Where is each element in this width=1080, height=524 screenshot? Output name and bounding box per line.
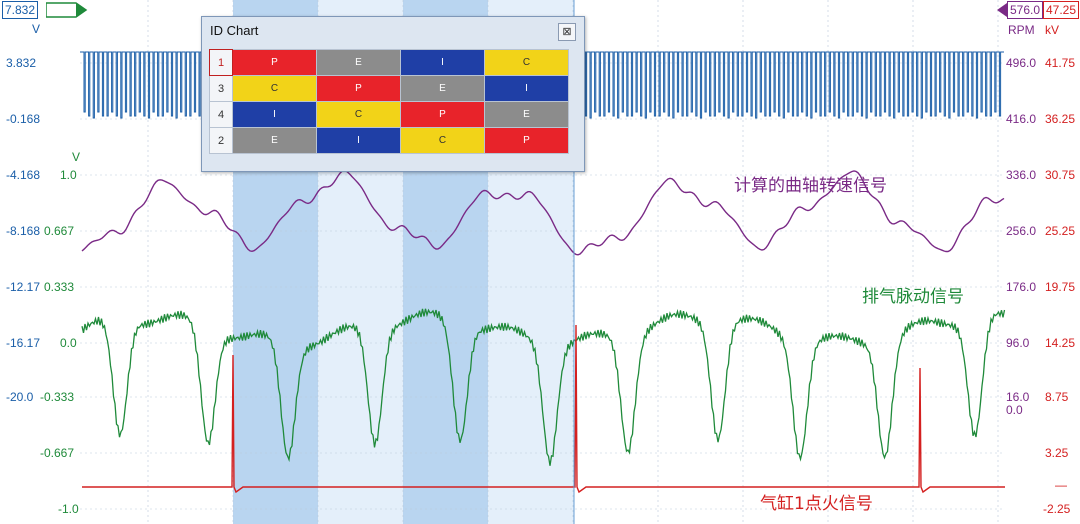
- id-chart-cell: C: [232, 75, 317, 102]
- left-axis-green-tick: -1.0: [58, 502, 79, 516]
- row-number[interactable]: 2: [209, 127, 233, 154]
- top-right-rpm-tag[interactable]: 576.0: [1007, 1, 1044, 19]
- row-number[interactable]: 4: [209, 101, 233, 128]
- id-chart-cell: I: [316, 127, 401, 154]
- ignition-label: 气缸1点火信号: [760, 494, 873, 514]
- id-chart-cell: E: [400, 75, 485, 102]
- id-chart-title: ID Chart: [210, 23, 259, 38]
- left-axis-blue-tick: -4.168: [6, 168, 41, 182]
- right-axis-rpm-tick: 496.0: [1006, 56, 1037, 70]
- id-chart-cell: I: [484, 75, 569, 102]
- id-chart-cell: E: [484, 101, 569, 128]
- rpm-unit: RPM: [1008, 23, 1035, 37]
- left-axis-blue-tick: -20.0: [6, 390, 34, 404]
- right-axis-rpm-tick: 256.0: [1006, 224, 1037, 238]
- id-chart-window[interactable]: ID Chart ⊠ 1 P E I C 3 C P E I: [201, 16, 585, 172]
- right-axis-rpm-tick: 16.0: [1006, 390, 1030, 404]
- left-axis-green-tick: -0.333: [40, 390, 75, 404]
- id-chart-cell: C: [484, 49, 569, 76]
- top-left-value-tag[interactable]: 7.832: [2, 1, 39, 19]
- id-chart-cell: P: [232, 49, 317, 76]
- id-chart-grid: 1 P E I C 3 C P E I 4 I C P: [209, 49, 569, 154]
- right-axis-kv-tick: 19.75: [1045, 280, 1076, 294]
- right-axis-kv-tick: 14.25: [1045, 336, 1076, 350]
- id-chart-cell: C: [316, 101, 401, 128]
- id-chart-cell: P: [484, 127, 569, 154]
- id-chart-cell: I: [232, 101, 317, 128]
- right-axis-rpm-tick: 416.0: [1006, 112, 1037, 126]
- close-icon[interactable]: ⊠: [558, 23, 576, 41]
- left-axis-green-tick: 0.667: [44, 224, 75, 238]
- green-unit-v: V: [72, 150, 81, 164]
- left-axis-green-tick: -0.667: [40, 446, 75, 460]
- right-axis-kv-tick: 8.75: [1045, 390, 1069, 404]
- kv-unit: kV: [1045, 23, 1060, 37]
- id-chart-cell: C: [400, 127, 485, 154]
- left-axis-green-tick: 0.0: [60, 336, 77, 350]
- top-right-kv-tag[interactable]: 47.25: [1043, 1, 1080, 19]
- right-axis-rpm-tick: 0.0: [1006, 403, 1023, 417]
- row-number[interactable]: 1: [209, 49, 233, 76]
- right-axis-kv-tick: 41.75: [1045, 56, 1076, 70]
- top-left-marker-arrow[interactable]: [46, 2, 90, 18]
- right-axis-rpm-tick: 176.0: [1006, 280, 1037, 294]
- id-chart-row: 1 P E I C: [209, 49, 569, 76]
- right-axis-rpm-tick: 96.0: [1006, 336, 1030, 350]
- left-axis-blue-tick: 3.832: [6, 56, 37, 70]
- crank-speed-label: 计算的曲轴转速信号: [734, 176, 887, 196]
- right-axis-kv-tick: —: [1055, 478, 1067, 492]
- right-axis-kv-tick: 3.25: [1045, 446, 1069, 460]
- left-axis-green-tick: 1.0: [60, 168, 77, 182]
- left-axis-blue-tick: -12.17: [6, 280, 41, 294]
- crank-speed-trace: [81, 169, 1005, 256]
- id-chart-row: 4 I C P E: [209, 101, 569, 128]
- left-axis-blue-tick: -8.168: [6, 224, 41, 238]
- exhaust-pulse-trace: [81, 308, 1006, 466]
- left-axis-blue-tick: -0.168: [6, 112, 41, 126]
- left-axis-green-tick: 0.333: [44, 280, 75, 294]
- row-number[interactable]: 3: [209, 75, 233, 102]
- id-chart-cell: E: [316, 49, 401, 76]
- left-unit-v: V: [32, 22, 41, 36]
- id-chart-cell: P: [400, 101, 485, 128]
- exhaust-pulse-label: 排气脉动信号: [862, 287, 964, 307]
- grid: [80, 0, 1005, 524]
- left-axis-blue-tick: -16.17: [6, 336, 41, 350]
- id-chart-row: 2 E I C P: [209, 127, 569, 154]
- right-axis-kv-tick: 36.25: [1045, 112, 1076, 126]
- id-chart-row: 3 C P E I: [209, 75, 569, 102]
- right-axis-kv-tick: 30.75: [1045, 168, 1076, 182]
- right-axis-rpm-tick: 336.0: [1006, 168, 1037, 182]
- id-chart-cell: I: [400, 49, 485, 76]
- right-axis-kv-tick: -2.25: [1043, 502, 1071, 516]
- right-axis-kv-tick: 25.25: [1045, 224, 1076, 238]
- ignition-trace: [82, 324, 1005, 494]
- top-right-marker-arrow[interactable]: [996, 2, 1008, 18]
- id-chart-cell: P: [316, 75, 401, 102]
- id-chart-cell: E: [232, 127, 317, 154]
